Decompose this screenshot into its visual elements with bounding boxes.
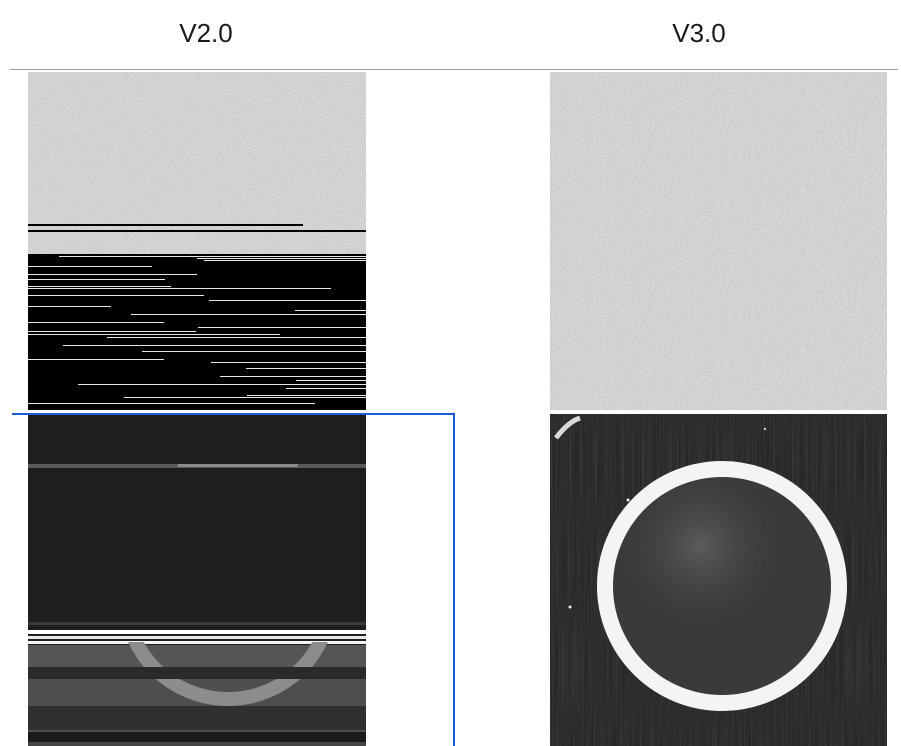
bright-ring: [597, 461, 847, 711]
corrupt-scanline: [63, 345, 366, 346]
corrupt-scanline: [286, 388, 366, 389]
corrupt-scanline: [247, 395, 366, 396]
corrupt-scanline: [204, 260, 366, 261]
v3-ring-image: [550, 414, 887, 746]
corrupt-scanline: [28, 359, 164, 360]
corrupt-scanline: [28, 403, 315, 404]
v3-noise-image: [550, 72, 887, 410]
corrupt-scanline: [78, 384, 366, 385]
corrupt-scanline: [28, 230, 366, 232]
corrupt-scanline: [28, 274, 197, 275]
corrupt-scanline: [28, 322, 164, 323]
corrupt-scanline: [246, 368, 366, 369]
corrupt-scanline: [142, 351, 366, 352]
v2-ring-image: [28, 414, 366, 746]
corrupt-scanline: [28, 286, 171, 287]
corrupt-scanline: [107, 337, 366, 338]
corrupt-scanline: [131, 314, 366, 315]
corrupt-scanline: [198, 327, 366, 328]
corrupt-scanline: [28, 279, 165, 280]
corrupt-scanline: [28, 266, 152, 267]
corrupt-scanline: [59, 256, 366, 257]
v2-noise-svg: [28, 72, 366, 410]
version-heading-v2: V2.0: [179, 18, 233, 48]
corrupt-scanline: [197, 258, 366, 259]
v2-noise-image: [28, 72, 366, 410]
corrupt-scanline: [220, 376, 366, 377]
v3-ring-svg: [550, 414, 887, 746]
corrupt-scanline: [28, 295, 204, 296]
corrupt-scanline: [124, 397, 366, 398]
selection-border-top: [12, 413, 455, 415]
selection-border-right: [453, 413, 455, 746]
corrupt-scanline: [295, 310, 366, 311]
corrupt-scanline: [28, 334, 280, 335]
corrupt-scanline: [211, 362, 366, 363]
corrupt-scanline: [28, 224, 303, 226]
corrupt-scanline: [28, 331, 196, 332]
header-divider: [10, 69, 898, 70]
corrupt-scanline: [296, 380, 366, 381]
v3-noise-svg: [550, 72, 887, 410]
v2-ring-svg: [28, 414, 366, 746]
corrupt-scanline: [28, 288, 331, 289]
corrupt-scanline: [28, 306, 111, 307]
version-heading-v3: V3.0: [672, 18, 726, 48]
corrupt-scanline: [209, 300, 366, 301]
scanline-corruption: [28, 224, 366, 410]
